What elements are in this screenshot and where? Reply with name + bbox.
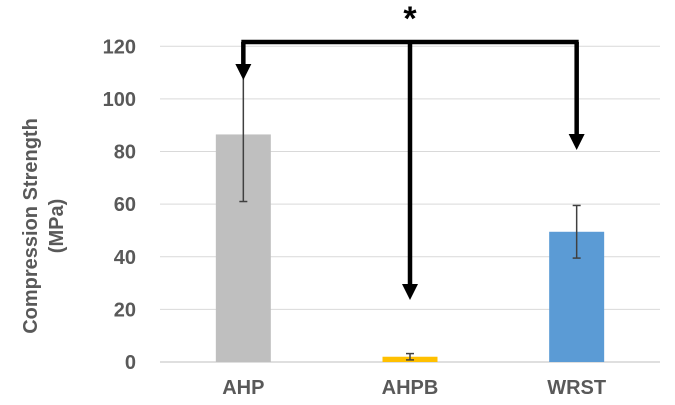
y-tick-label: 100 (103, 89, 136, 111)
y-tick-label: 20 (114, 299, 136, 321)
significance-asterisk: * (403, 0, 417, 38)
x-category-label: WRST (547, 377, 606, 399)
x-category-label: AHPB (382, 377, 439, 399)
y-tick-label: 40 (114, 247, 136, 269)
error-bars-layer (239, 66, 581, 361)
y-axis-title-line: (MPa) (46, 199, 68, 253)
arrow-head-ahp (235, 64, 252, 80)
y-axis-title: Compression Strength (MPa) (20, 118, 68, 334)
y-tick-labels: 0 20 40 60 80 100 120 (103, 36, 136, 374)
y-tick-label: 120 (103, 36, 136, 58)
y-axis-title-line: Compression Strength (20, 118, 42, 334)
y-tick-label: 60 (114, 194, 136, 216)
significance-annotation: * (235, 0, 585, 300)
x-category-label: AHP (222, 377, 264, 399)
arrow-head-ahpb (402, 284, 418, 300)
y-tick-label: 80 (114, 142, 136, 164)
y-tick-label: 0 (125, 352, 136, 374)
x-category-labels: AHP AHPB WRST (222, 377, 606, 399)
arrow-head-wrst (568, 134, 585, 150)
